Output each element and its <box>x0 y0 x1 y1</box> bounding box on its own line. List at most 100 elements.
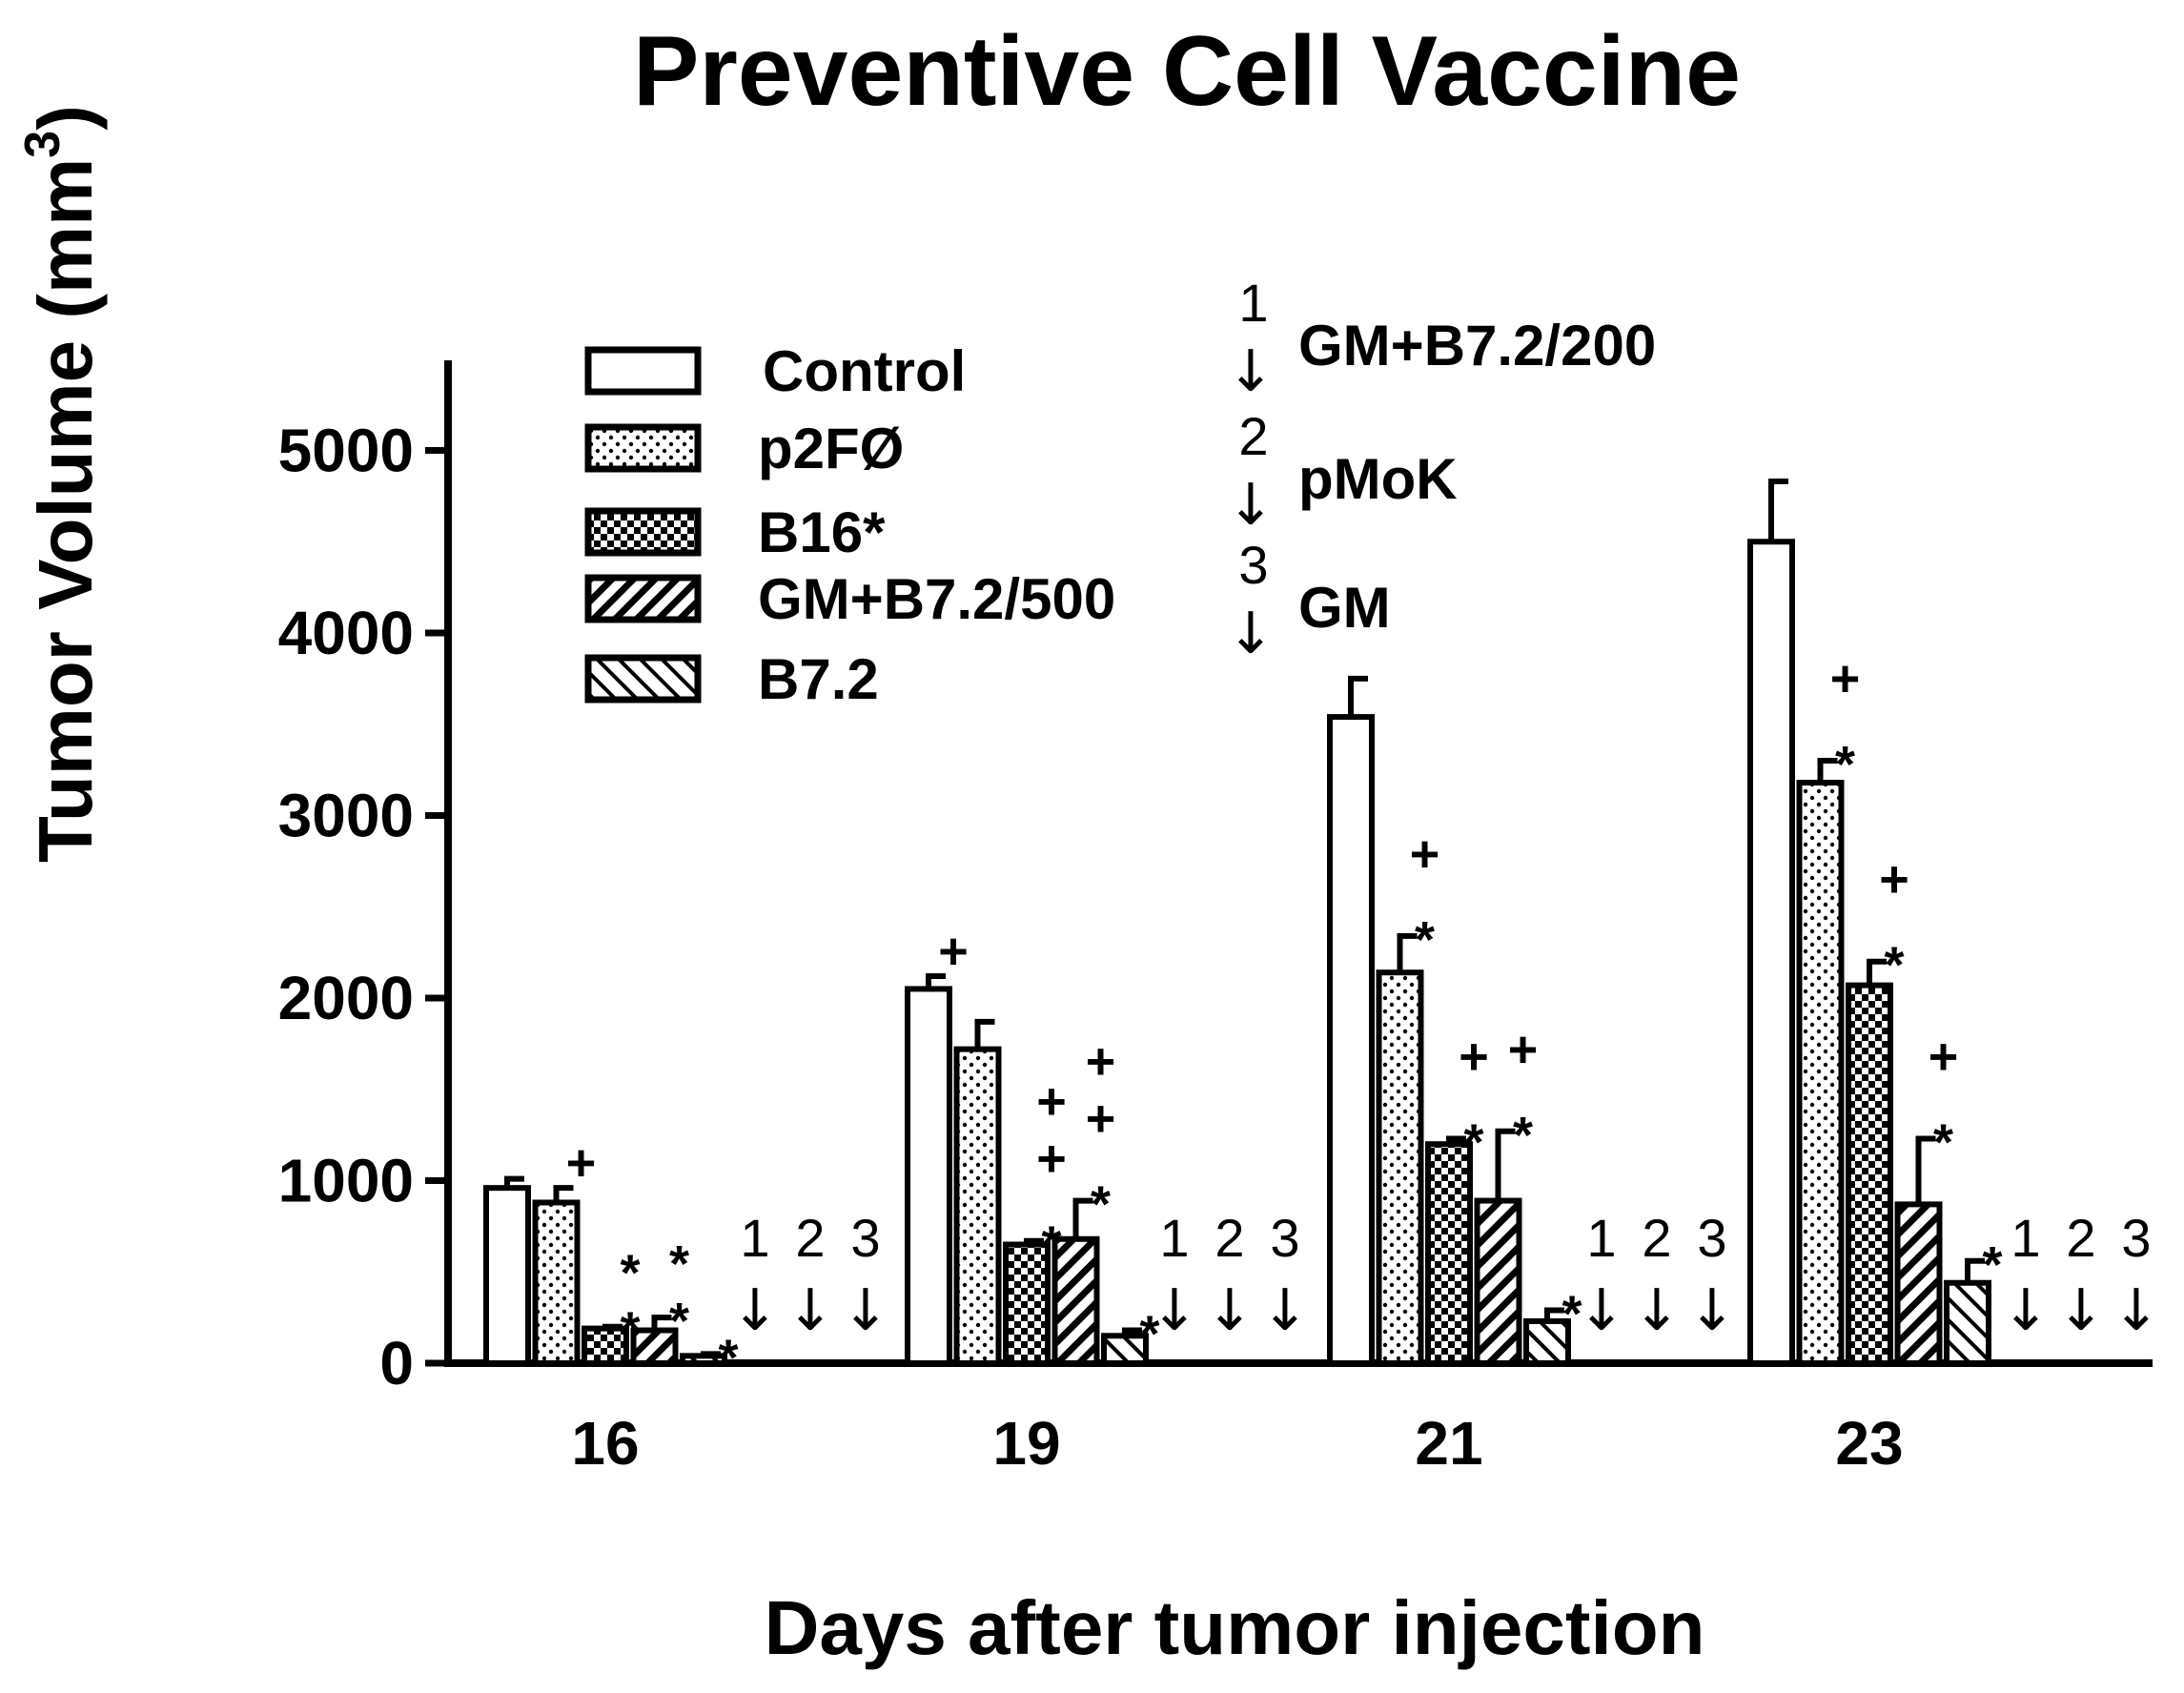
bar-day23-s3 <box>1894 1201 1943 1367</box>
x-tick-label-23: 23 <box>1835 1409 1903 1478</box>
legend-swatch-4 <box>584 654 702 704</box>
treatment-arrow-after-day16-1: ↓ <box>731 1277 779 1344</box>
bar-day16-s0 <box>483 1185 531 1367</box>
y-tick-label-2000: 2000 <box>278 964 414 1032</box>
y-ticks: 0 1000 2000 3000 4000 5000 <box>278 417 448 1397</box>
treatment-number-after-day16-2: 2 <box>795 1208 825 1268</box>
treatment-arrow-after-day16-2: ↓ <box>786 1277 834 1344</box>
bar-day23-s0 <box>1747 539 1795 1366</box>
y-axis-label-superscript: 3 <box>15 131 71 158</box>
significance-mark-15-0: * <box>1982 1236 2002 1294</box>
x-tick-label-21: 21 <box>1415 1409 1482 1478</box>
y-axis-label: Tumor Volume (mm3) <box>15 105 108 863</box>
significance-mark-8-1: * <box>1415 911 1435 969</box>
bar-day16-s2 <box>582 1325 629 1366</box>
treatment-arrow-after-day19-3: ↓ <box>1261 1277 1309 1344</box>
bar-day16-s1 <box>532 1199 581 1366</box>
legend-label-2: B16* <box>758 500 886 564</box>
treatment-number-after-day19-1: 1 <box>1159 1208 1189 1268</box>
bar-day21-s3 <box>1474 1197 1522 1366</box>
bar-day19-s1 <box>953 1046 1002 1366</box>
bars <box>483 479 1991 1367</box>
y-axis-label-close: ) <box>23 105 108 131</box>
significance-mark-1-0: * <box>620 1245 640 1302</box>
significance-marks: +*****+*++*++**+*+*+**+*+*+* <box>566 650 2003 1386</box>
key-label-2: pMoK <box>1298 447 1458 511</box>
legend-swatch-2 <box>584 507 702 557</box>
y-tick-label-3000: 3000 <box>278 782 414 850</box>
legend-label-0: Control <box>763 339 966 403</box>
key-number-3: 3 <box>1238 535 1268 595</box>
significance-mark-13-1: * <box>1884 937 1904 994</box>
legend: Control p2FØ B16*GM+B7.2/500 B7.2 <box>584 339 1115 711</box>
legend-swatch-1 <box>584 423 702 473</box>
treatment-arrow-after-day21-3: ↓ <box>1688 1277 1736 1344</box>
significance-mark-10-1: * <box>1513 1107 1533 1164</box>
treatment-arrow-after-day23-2: ↓ <box>2057 1277 2105 1344</box>
treatment-number-after-day23-3: 3 <box>2121 1208 2151 1268</box>
treatment-arrow-after-day19-2: ↓ <box>1206 1277 1254 1344</box>
significance-mark-0-0: + <box>566 1134 597 1192</box>
x-tick-labels: 16 19 21 23 <box>571 1409 1903 1478</box>
significance-mark-14-1: * <box>1933 1113 1953 1171</box>
legend-swatch-0 <box>584 346 702 396</box>
treatment-arrow-after-day21-2: ↓ <box>1633 1277 1681 1344</box>
significance-mark-11-0: * <box>1561 1285 1582 1342</box>
significance-mark-9-0: + <box>1459 1028 1489 1085</box>
treatment-number-after-day21-2: 2 <box>1642 1208 1671 1268</box>
significance-mark-6-0: + <box>1086 1033 1116 1091</box>
legend-swatch-3 <box>584 574 702 623</box>
x-tick-label-16: 16 <box>571 1409 639 1478</box>
significance-mark-14-0: + <box>1929 1028 1959 1085</box>
treatment-number-after-day19-2: 2 <box>1214 1208 1244 1268</box>
treatment-number-after-day23-1: 1 <box>2011 1208 2040 1268</box>
bar-day21-s2 <box>1425 1141 1473 1366</box>
y-axis-label-main: Tumor Volume (mm <box>23 158 108 863</box>
chart-title: Preventive Cell Vaccine <box>633 16 1741 127</box>
significance-mark-5-1: + <box>1036 1131 1067 1188</box>
treatment-arrow-after-day21-1: ↓ <box>1578 1277 1625 1344</box>
treatment-number-after-day21-3: 3 <box>1697 1208 1726 1268</box>
bar-day21-s4 <box>1523 1317 1571 1366</box>
key-label-1: GM+B7.2/200 <box>1298 314 1656 377</box>
bar-day19-s4 <box>1101 1333 1149 1367</box>
significance-mark-12-0: + <box>1830 650 1861 707</box>
treatment-number-after-day23-2: 2 <box>2066 1208 2095 1268</box>
significance-mark-6-2: * <box>1091 1176 1111 1234</box>
y-tick-label-5000: 5000 <box>278 417 414 485</box>
significance-mark-6-1: + <box>1086 1091 1116 1148</box>
y-tick-label-4000: 4000 <box>278 599 414 667</box>
y-tick-label-1000: 1000 <box>278 1147 414 1215</box>
treatment-number-after-day21-1: 1 <box>1586 1208 1616 1268</box>
key-arrow-3: ↓ <box>1227 601 1275 667</box>
significance-mark-13-0: + <box>1879 851 1909 908</box>
key-arrow-1: ↓ <box>1227 338 1275 405</box>
significance-mark-2-1: * <box>669 1293 689 1350</box>
bar-day19-s0 <box>905 986 952 1367</box>
treatment-arrow-after-day23-1: ↓ <box>2002 1277 2050 1344</box>
significance-mark-10-0: + <box>1508 1021 1539 1078</box>
bar-day19-s3 <box>1051 1235 1100 1367</box>
svg-text:Tumor Volume (mm3): Tumor Volume (mm3) <box>15 105 108 863</box>
treatment-number-after-day19-3: 3 <box>1270 1208 1299 1268</box>
significance-mark-8-0: + <box>1410 826 1440 883</box>
x-tick-label-19: 19 <box>992 1409 1060 1478</box>
bar-day19-s2 <box>1003 1241 1051 1367</box>
bar-day23-s1 <box>1796 780 1845 1366</box>
significance-mark-3-0: * <box>718 1329 738 1386</box>
significance-mark-5-2: * <box>1041 1216 1061 1274</box>
significance-mark-7-0: * <box>1139 1306 1159 1363</box>
bar-day21-s1 <box>1376 969 1424 1366</box>
significance-mark-12-1: * <box>1835 736 1855 793</box>
significance-mark-2-0: * <box>669 1235 689 1293</box>
bar-day21-s0 <box>1327 714 1375 1366</box>
significance-mark-4-0: + <box>938 923 969 980</box>
legend-label-1: p2FØ <box>758 417 904 480</box>
bar-day16-s3 <box>630 1327 679 1367</box>
treatment-arrows: 1 ↓ 2 ↓ 3 ↓ 1 ↓ 2 ↓ 3 ↓ 1 ↓ 2 ↓ 3 ↓ 1 ↓ 2 ↓ 3 ↓ <box>731 1208 2160 1344</box>
treatment-arrow-after-day19-1: ↓ <box>1151 1277 1198 1344</box>
x-axis-label: Days after tumor injection <box>765 1585 1705 1670</box>
key-label-3: GM <box>1298 576 1391 640</box>
